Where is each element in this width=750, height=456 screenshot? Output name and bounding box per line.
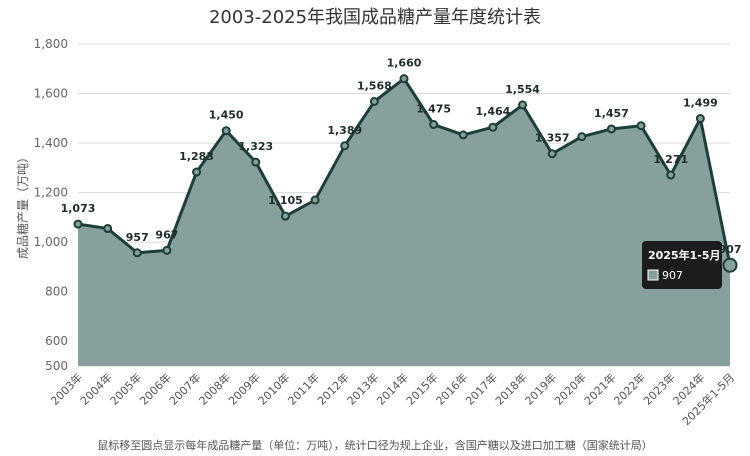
tooltip: 2025年1-5月 907 bbox=[642, 241, 722, 289]
x-tick-label: 2020年 bbox=[551, 370, 588, 407]
x-tick-label: 2014年 bbox=[374, 370, 411, 407]
data-point[interactable] bbox=[547, 149, 557, 159]
y-tick-label: 1,200 bbox=[34, 186, 68, 200]
data-point[interactable] bbox=[162, 245, 172, 255]
data-label: 1,389 bbox=[327, 124, 362, 137]
data-point[interactable] bbox=[636, 121, 646, 131]
data-labels: 1,073 957 967 1,283 1,450 1,323 1,105 1,389 1,56… bbox=[61, 57, 742, 257]
data-point[interactable] bbox=[132, 248, 142, 258]
data-label: 1,283 bbox=[179, 150, 214, 163]
data-label: 1,450 bbox=[209, 109, 244, 122]
data-label: 1,499 bbox=[683, 97, 718, 110]
data-point[interactable] bbox=[666, 170, 676, 180]
data-label: 1,357 bbox=[535, 132, 570, 145]
data-label: 1,105 bbox=[268, 194, 303, 207]
x-tick-label: 2011年 bbox=[285, 370, 322, 407]
y-tick-label: 1,600 bbox=[34, 87, 68, 101]
data-label: 1,554 bbox=[505, 83, 540, 96]
x-tick-label: 2015年 bbox=[403, 370, 440, 407]
data-point[interactable] bbox=[340, 141, 350, 151]
data-point[interactable] bbox=[458, 130, 468, 140]
data-point[interactable] bbox=[606, 124, 616, 134]
data-label: 1,464 bbox=[476, 105, 511, 118]
x-tick-label: 2004年 bbox=[77, 370, 114, 407]
data-point[interactable] bbox=[488, 122, 498, 132]
data-label: 967 bbox=[155, 228, 178, 241]
x-tick-label: 2007年 bbox=[166, 370, 203, 407]
x-tick-label: 2018年 bbox=[492, 370, 529, 407]
y-tick-label: 800 bbox=[45, 285, 68, 299]
data-point[interactable] bbox=[429, 120, 439, 129]
x-tick-label: 2003年 bbox=[48, 370, 85, 407]
footer-note: 鼠标移至圆点显示每年成品糖产量（单位：万吨），统计口径为规上企业，含国产糖以及进… bbox=[97, 438, 653, 452]
x-tick-label: 2016年 bbox=[433, 370, 470, 407]
chart-title: 2003-2025年我国成品糖产量年度统计表 bbox=[209, 7, 541, 28]
x-tick-label: 2021年 bbox=[581, 370, 618, 407]
data-point[interactable] bbox=[369, 96, 379, 106]
data-point[interactable] bbox=[192, 167, 202, 177]
tooltip-swatch bbox=[647, 269, 659, 281]
data-point[interactable] bbox=[518, 100, 528, 110]
tooltip-value: 907 bbox=[662, 269, 683, 282]
x-tick-label: 2017年 bbox=[463, 370, 500, 407]
y-tick-label: 1,000 bbox=[34, 235, 68, 249]
x-tick-label: 2012年 bbox=[314, 370, 351, 407]
data-point[interactable] bbox=[221, 126, 231, 136]
data-label: 1,457 bbox=[594, 107, 629, 120]
data-label: 907 bbox=[719, 243, 742, 256]
data-label: 1,323 bbox=[238, 140, 273, 153]
data-label: 957 bbox=[126, 231, 149, 244]
data-point[interactable] bbox=[103, 224, 113, 234]
x-axis-ticks: 2003年2004年2005年2006年2007年2008年2009年2010年… bbox=[48, 370, 737, 428]
tooltip-title: 2025年1-5月 bbox=[648, 248, 721, 262]
x-tick-label: 2022年 bbox=[611, 370, 648, 407]
x-tick-label: 2009年 bbox=[225, 370, 262, 407]
y-axis-ticks: 500 600 800 1,000 1,200 1,400 1,600 1,800 bbox=[34, 37, 68, 373]
data-point-highlighted[interactable] bbox=[722, 257, 738, 273]
data-label: 1,660 bbox=[387, 57, 422, 70]
data-label: 1,073 bbox=[61, 202, 96, 215]
tooltip-background bbox=[642, 241, 722, 289]
y-tick-label: 1,400 bbox=[34, 136, 68, 150]
data-point[interactable] bbox=[251, 157, 261, 167]
x-tick-label: 2023年 bbox=[640, 370, 677, 407]
data-point[interactable] bbox=[280, 211, 290, 221]
y-tick-label: 600 bbox=[45, 334, 68, 348]
data-points bbox=[73, 74, 738, 273]
x-tick-label: 2010年 bbox=[255, 370, 292, 407]
production-area bbox=[78, 78, 730, 367]
x-tick-label: 2006年 bbox=[137, 370, 174, 407]
data-label: 1,271 bbox=[653, 153, 688, 166]
x-tick-label: 2013年 bbox=[344, 370, 381, 407]
y-axis-label: 成品糖产量（万吨） bbox=[15, 151, 30, 259]
y-tick-label: 500 bbox=[45, 359, 68, 373]
y-tick-label: 1,800 bbox=[34, 37, 68, 51]
x-tick-label: 2008年 bbox=[196, 370, 233, 407]
data-point[interactable] bbox=[73, 219, 83, 229]
data-point[interactable] bbox=[310, 195, 320, 205]
data-point[interactable] bbox=[577, 132, 587, 142]
data-label: 1,475 bbox=[416, 103, 451, 116]
data-point[interactable] bbox=[399, 74, 409, 84]
x-tick-label: 2019年 bbox=[522, 370, 559, 407]
x-tick-label: 2005年 bbox=[107, 370, 144, 407]
data-label: 1,568 bbox=[357, 79, 392, 92]
data-point[interactable] bbox=[695, 114, 705, 124]
